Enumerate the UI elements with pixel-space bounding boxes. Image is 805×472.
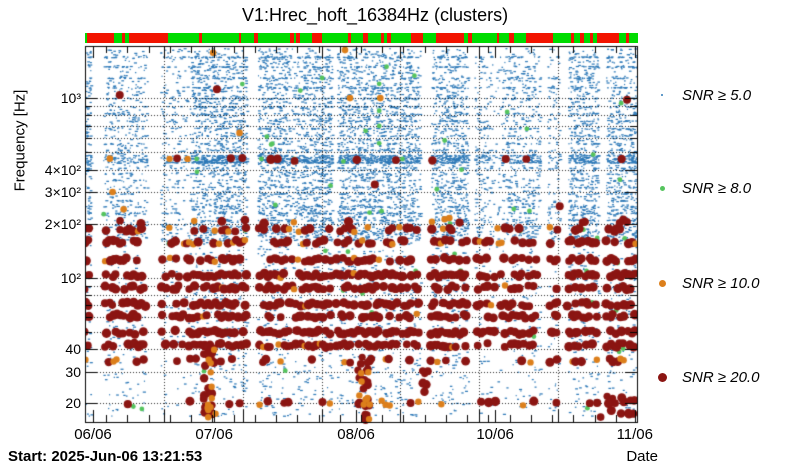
y-tick-label: 10³ [60,90,81,107]
legend-entry: SNR ≥ 20.0 [648,367,805,387]
status-segment-bad [311,33,322,43]
status-segment-bad [579,33,584,43]
status-segment-bad [526,33,554,43]
y-tick-label: 4×10² [44,161,81,178]
status-segment-bad [363,33,369,43]
status-bar [85,33,638,43]
legend-label: SNR ≥ 8.0 [682,179,752,197]
status-segment-ok [321,33,349,43]
legend-entry: SNR ≥ 8.0 [648,178,805,198]
x-tick-label: 10/06 [476,426,514,443]
status-segment-bad [589,33,593,43]
status-segment-ok [124,33,129,43]
legend-entry: SNR ≥ 5.0 [648,85,805,105]
y-tick-label: 20 [65,395,81,412]
status-segment-bad [497,33,500,43]
legend-marker-snr8-icon [659,185,665,191]
status-segment-ok [368,33,382,43]
status-segment-ok [628,33,638,43]
status-segment-ok [391,33,411,43]
status-segment-ok [618,33,626,43]
status-segment-ok [167,33,200,43]
status-segment-ok [85,33,87,43]
start-timestamp: Start: 2025-Jun-06 13:21:53 [8,448,203,465]
status-segment-bad [295,33,300,43]
status-segment-bad [253,33,258,43]
y-tick-label: 2×10² [44,215,81,232]
status-segment-ok [499,33,510,43]
status-segment-bad [121,33,125,43]
status-segment-ok [583,33,590,43]
status-segment-ok [257,33,290,43]
status-segment-bad [571,33,574,43]
status-segment-bad [239,33,242,43]
status-segment-ok [463,33,468,43]
status-segment-bad [381,33,385,43]
chart-title: V1:Hrec_hoft_16384Hz (clusters) [241,5,509,25]
y-axis-title: Frequency [Hz] [11,89,29,192]
status-segment-bad [348,33,352,43]
status-segment-bad [289,33,294,43]
status-segment-ok [293,33,296,43]
status-segment-ok [573,33,580,43]
x-tick-label: 08/06 [337,426,375,443]
status-segment-ok [351,33,364,43]
status-segment-bad [435,33,464,43]
status-segment-bad [387,33,392,43]
status-segment-ok [592,33,597,43]
status-segment-bad [625,33,629,43]
legend-label: SNR ≥ 20.0 [682,368,760,386]
status-segment-ok [422,33,436,43]
status-segment-bad [596,33,619,43]
y-tick-label: 3×10² [44,183,81,200]
status-segment-bad [199,33,203,43]
y-tick-label: 10² [60,269,81,286]
status-segment-bad [467,33,472,43]
x-axis-title: Date [626,448,658,465]
legend-marker-snr20-icon [657,372,667,382]
status-segment-ok [299,33,312,43]
status-segment-ok [241,33,254,43]
status-segment-ok [471,33,498,43]
status-segment-ok [384,33,388,43]
status-segment-ok [514,33,527,43]
status-segment-bad [410,33,423,43]
x-tick-label: 07/06 [195,426,233,443]
status-segment-ok [113,33,122,43]
status-segment-bad [86,33,114,43]
status-segment-bad [128,33,168,43]
status-segment-bad [509,33,515,43]
legend-entry: SNR ≥ 10.0 [648,273,805,293]
x-tick-label: 11/06 [616,426,653,443]
legend-marker-snr5-icon [661,94,663,96]
legend-label: SNR ≥ 5.0 [682,86,752,104]
status-segment-ok [202,33,240,43]
legend-label: SNR ≥ 10.0 [682,274,760,292]
status-segment-ok [553,33,571,43]
legend-marker-snr10-icon [658,279,666,287]
x-tick-label: 06/06 [74,426,112,443]
y-tick-label: 40 [65,341,81,358]
y-tick-label: 30 [65,363,81,380]
